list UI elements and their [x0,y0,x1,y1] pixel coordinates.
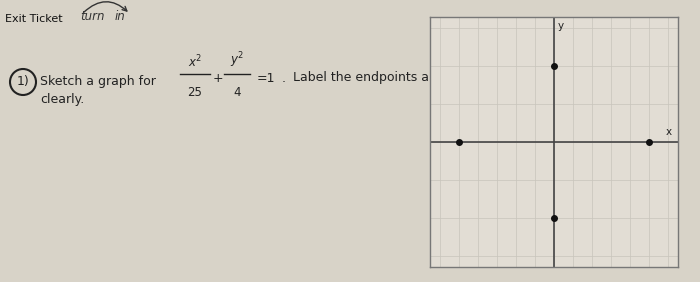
Text: =1: =1 [257,72,276,85]
Text: $y^2$: $y^2$ [230,50,244,70]
Text: .: . [282,72,286,85]
Text: 25: 25 [188,86,202,99]
Text: clearly.: clearly. [40,94,84,107]
Text: Label the endpoints and foci: Label the endpoints and foci [293,72,472,85]
Text: in: in [115,10,126,23]
Text: Sketch a graph for: Sketch a graph for [40,76,156,89]
Text: Exit Ticket: Exit Ticket [5,14,62,24]
Text: 1): 1) [17,76,29,89]
Text: 4: 4 [233,86,241,99]
Text: turn: turn [80,10,104,23]
Text: y: y [557,21,564,31]
Text: x: x [666,127,672,137]
Text: +: + [213,72,223,85]
FancyArrowPatch shape [84,2,127,12]
Text: $x^2$: $x^2$ [188,53,202,70]
